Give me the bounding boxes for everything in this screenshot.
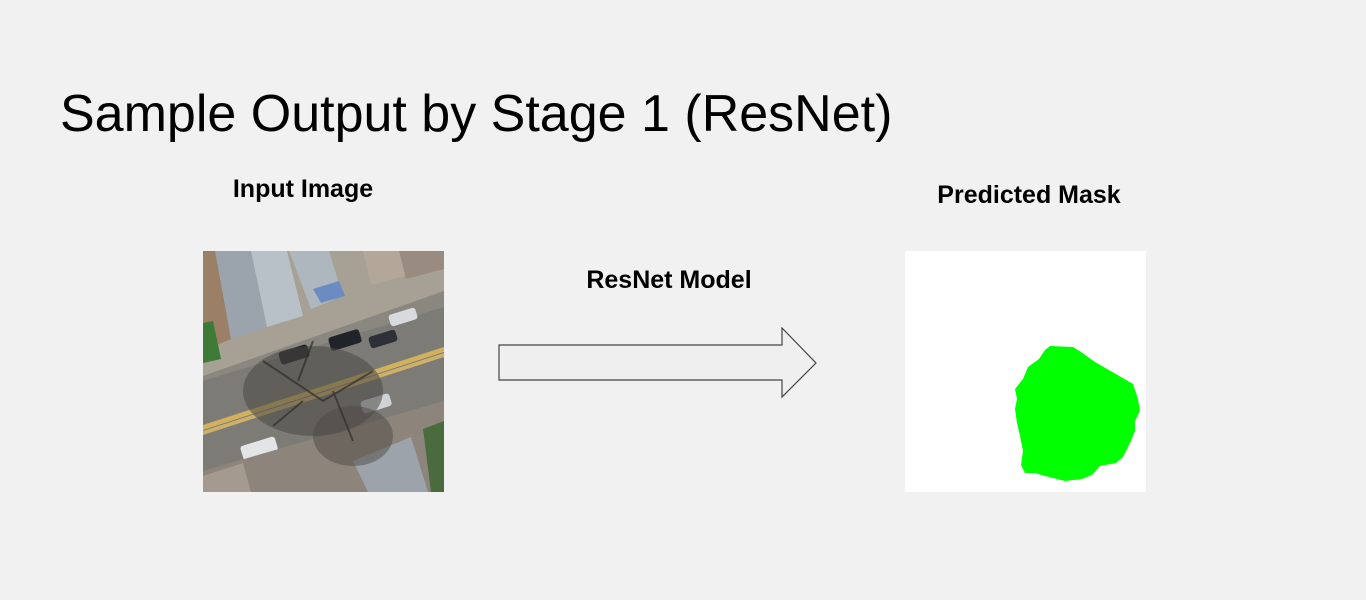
model-label: ResNet Model xyxy=(586,266,752,294)
input-aerial-image xyxy=(203,251,444,492)
right-arrow-icon xyxy=(498,327,817,399)
slide-title: Sample Output by Stage 1 (ResNet) xyxy=(60,85,893,143)
mask-graphic xyxy=(905,251,1146,492)
predicted-mask-label: Predicted Mask xyxy=(937,181,1121,209)
input-image-label: Input Image xyxy=(232,175,374,203)
mask-region xyxy=(1015,346,1140,481)
process-arrow xyxy=(498,327,819,399)
aerial-image-graphic xyxy=(203,251,444,492)
predicted-mask-image xyxy=(905,251,1146,492)
